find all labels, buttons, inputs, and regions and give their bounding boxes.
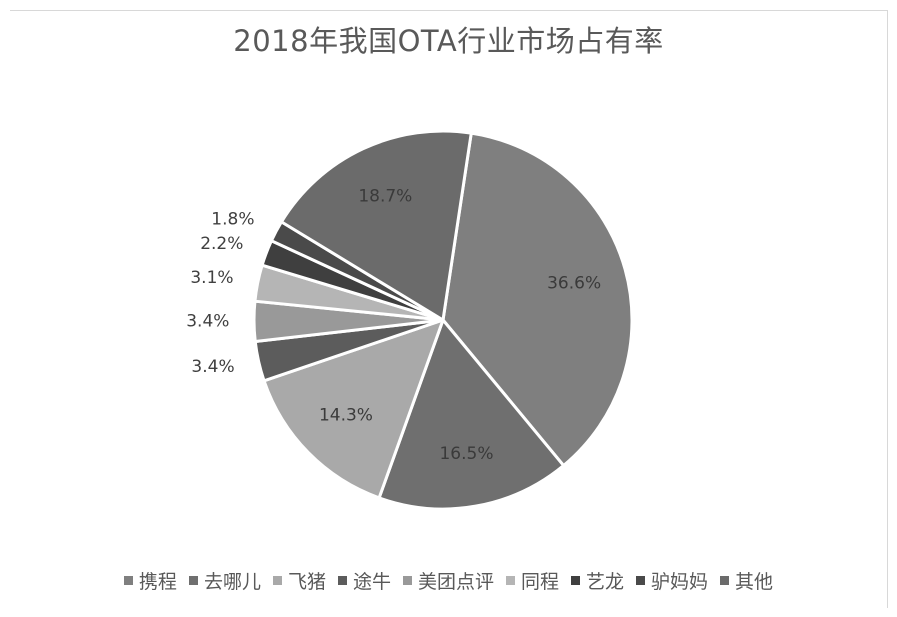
legend-swatch-0 — [123, 576, 133, 585]
pie-slice-1 — [377, 318, 566, 511]
legend-swatch-8 — [720, 576, 730, 585]
legend-swatch-1 — [188, 576, 198, 585]
legend-swatch-3 — [337, 576, 347, 585]
legend-label-1: 去哪儿 — [203, 571, 261, 593]
legend-item-3: 途牛 — [337, 567, 391, 594]
legend-label-5: 同程 — [521, 571, 560, 593]
legend-label-0: 携程 — [138, 571, 177, 593]
data-label-3: 3.4% — [191, 357, 234, 377]
legend-swatch-7 — [636, 576, 646, 585]
data-label-0: 36.6% — [547, 274, 601, 294]
legend-label-8: 其他 — [735, 571, 774, 593]
legend-item-8: 其他 — [720, 567, 773, 594]
legend-swatch-6 — [571, 576, 581, 585]
legend-label-4: 美团点评 — [417, 571, 494, 593]
pie-slice-2 — [262, 318, 445, 500]
pie-slice-0 — [441, 131, 634, 468]
legend-swatch-2 — [272, 576, 282, 585]
legend-label-2: 飞猪 — [287, 571, 326, 593]
data-label-1: 16.5% — [439, 444, 493, 464]
legend-label-7: 驴妈妈 — [651, 571, 709, 593]
legend-label-3: 途牛 — [352, 571, 391, 593]
legend-item-7: 驴妈妈 — [636, 567, 708, 594]
chart-title: 2018年我国OTA行业市场占有率 — [233, 24, 664, 58]
legend-item-2: 飞猪 — [272, 567, 326, 594]
legend-item-4: 美团点评 — [402, 567, 494, 594]
legend-item-6: 艺龙 — [571, 567, 624, 594]
legend: 携程 去哪儿 飞猪 途牛 美团点评 同程 艺龙 驴妈妈 其他 — [0, 567, 897, 594]
pie-slice-8 — [279, 129, 473, 322]
data-label-8: 18.7% — [358, 187, 412, 207]
legend-item-5: 同程 — [506, 567, 559, 594]
data-label-7: 1.8% — [211, 210, 254, 230]
legend-item-1: 去哪儿 — [188, 567, 261, 594]
legend-label-6: 艺龙 — [586, 571, 625, 593]
legend-swatch-4 — [402, 576, 412, 585]
data-label-2: 14.3% — [319, 405, 373, 425]
data-label-4: 3.4% — [186, 312, 229, 332]
legend-swatch-5 — [506, 576, 515, 585]
data-label-6: 2.2% — [200, 234, 243, 254]
data-label-5: 3.1% — [190, 268, 233, 288]
legend-item-0: 携程 — [123, 567, 177, 594]
